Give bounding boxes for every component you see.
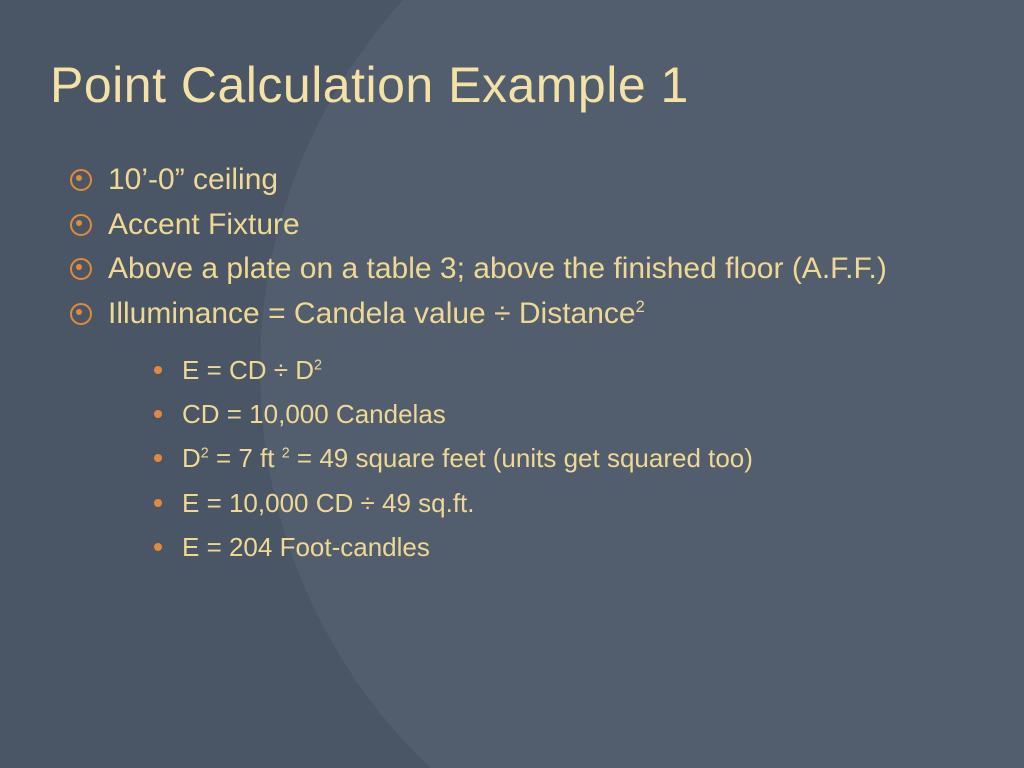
sub-text: CD = 10,000 Candelas bbox=[182, 399, 446, 429]
bullet-text: Accent Fixture bbox=[108, 208, 300, 241]
bullet-text: Illuminance = Candela value ÷ Distance bbox=[108, 297, 636, 330]
slide-title: Point Calculation Example 1 bbox=[50, 56, 974, 114]
bullet-item: Illuminance = Candela value ÷ Distance2 … bbox=[70, 294, 974, 569]
superscript: 2 bbox=[282, 446, 290, 462]
bullet-item: Above a plate on a table 3; above the fi… bbox=[70, 249, 974, 290]
sub-bullet-item: E = 10,000 CD ÷ 49 sq.ft. bbox=[154, 481, 974, 525]
sub-text: E = 10,000 CD ÷ 49 sq.ft. bbox=[182, 488, 475, 518]
superscript: 2 bbox=[201, 446, 209, 462]
main-bullet-list: 10’-0” ceiling Accent Fixture Above a pl… bbox=[50, 160, 974, 569]
superscript: 2 bbox=[636, 298, 645, 316]
sub-bullet-item: D2 = 7 ft 2 = 49 square feet (units get … bbox=[154, 436, 974, 480]
sub-text: D bbox=[182, 443, 201, 473]
sub-text: E = 204 Foot-candles bbox=[182, 532, 430, 562]
sub-text: = 7 ft bbox=[209, 443, 282, 473]
bullet-item: Accent Fixture bbox=[70, 205, 974, 246]
sub-text: = 49 square feet (units get squared too) bbox=[290, 443, 753, 473]
superscript: 2 bbox=[314, 357, 322, 373]
sub-bullet-list: E = CD ÷ D2 CD = 10,000 Candelas D2 = 7 … bbox=[108, 348, 974, 569]
bullet-text: Above a plate on a table 3; above the fi… bbox=[108, 252, 887, 285]
sub-text: E = CD ÷ D bbox=[182, 355, 314, 385]
bullet-item: 10’-0” ceiling bbox=[70, 160, 974, 201]
sub-bullet-item: E = CD ÷ D2 bbox=[154, 348, 974, 392]
sub-bullet-item: E = 204 Foot-candles bbox=[154, 525, 974, 569]
bullet-text: 10’-0” ceiling bbox=[108, 163, 278, 196]
sub-bullet-item: CD = 10,000 Candelas bbox=[154, 392, 974, 436]
slide-content: Point Calculation Example 1 10’-0” ceili… bbox=[0, 0, 1024, 569]
